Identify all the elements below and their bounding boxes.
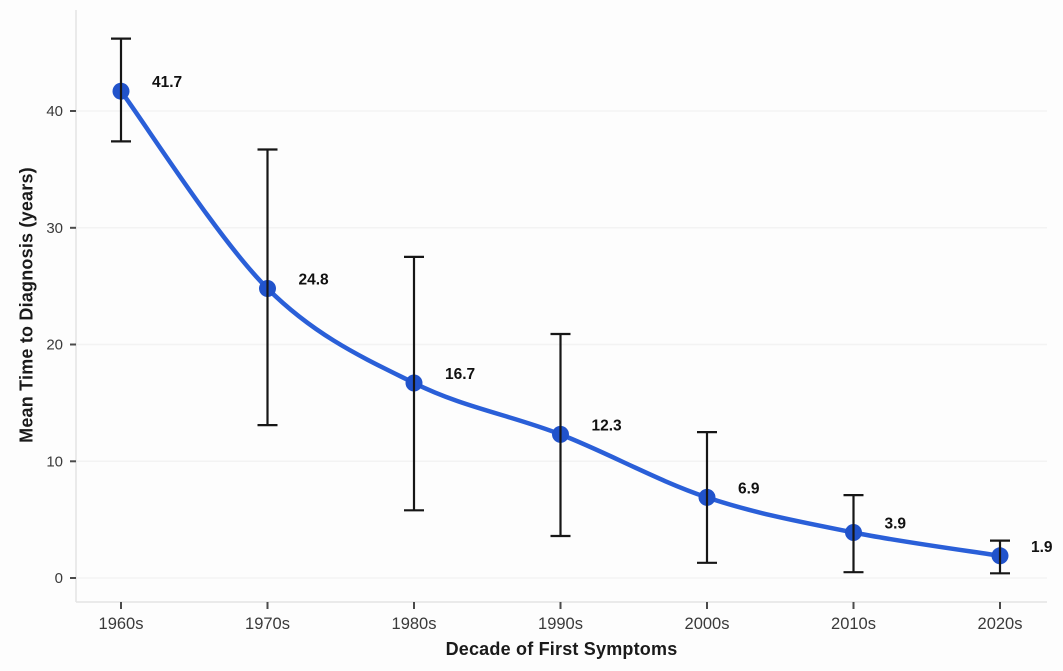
y-tick-label: 20 xyxy=(46,337,63,354)
point-label: 16.7 xyxy=(445,366,475,383)
point-label: 3.9 xyxy=(885,516,907,533)
x-tick-label: 2000s xyxy=(685,615,730,633)
y-tick-label: 10 xyxy=(46,453,63,470)
x-axis-title: Decade of First Symptoms xyxy=(445,639,678,659)
y-tick-label: 0 xyxy=(55,570,63,587)
point-label: 6.9 xyxy=(738,480,760,497)
point-label: 12.3 xyxy=(592,417,623,434)
point-label: 24.8 xyxy=(299,272,330,289)
x-tick-label: 2010s xyxy=(831,615,876,633)
x-tick-label: 1960s xyxy=(99,615,144,633)
y-tick-label: 40 xyxy=(46,103,63,120)
x-tick-label: 1990s xyxy=(538,615,583,633)
x-tick-label: 2020s xyxy=(978,615,1023,633)
point-label: 41.7 xyxy=(152,74,182,91)
point-label: 1.9 xyxy=(1031,539,1053,556)
x-tick-label: 1980s xyxy=(392,615,437,633)
x-tick-label: 1970s xyxy=(245,615,290,633)
y-tick-label: 30 xyxy=(46,220,63,237)
